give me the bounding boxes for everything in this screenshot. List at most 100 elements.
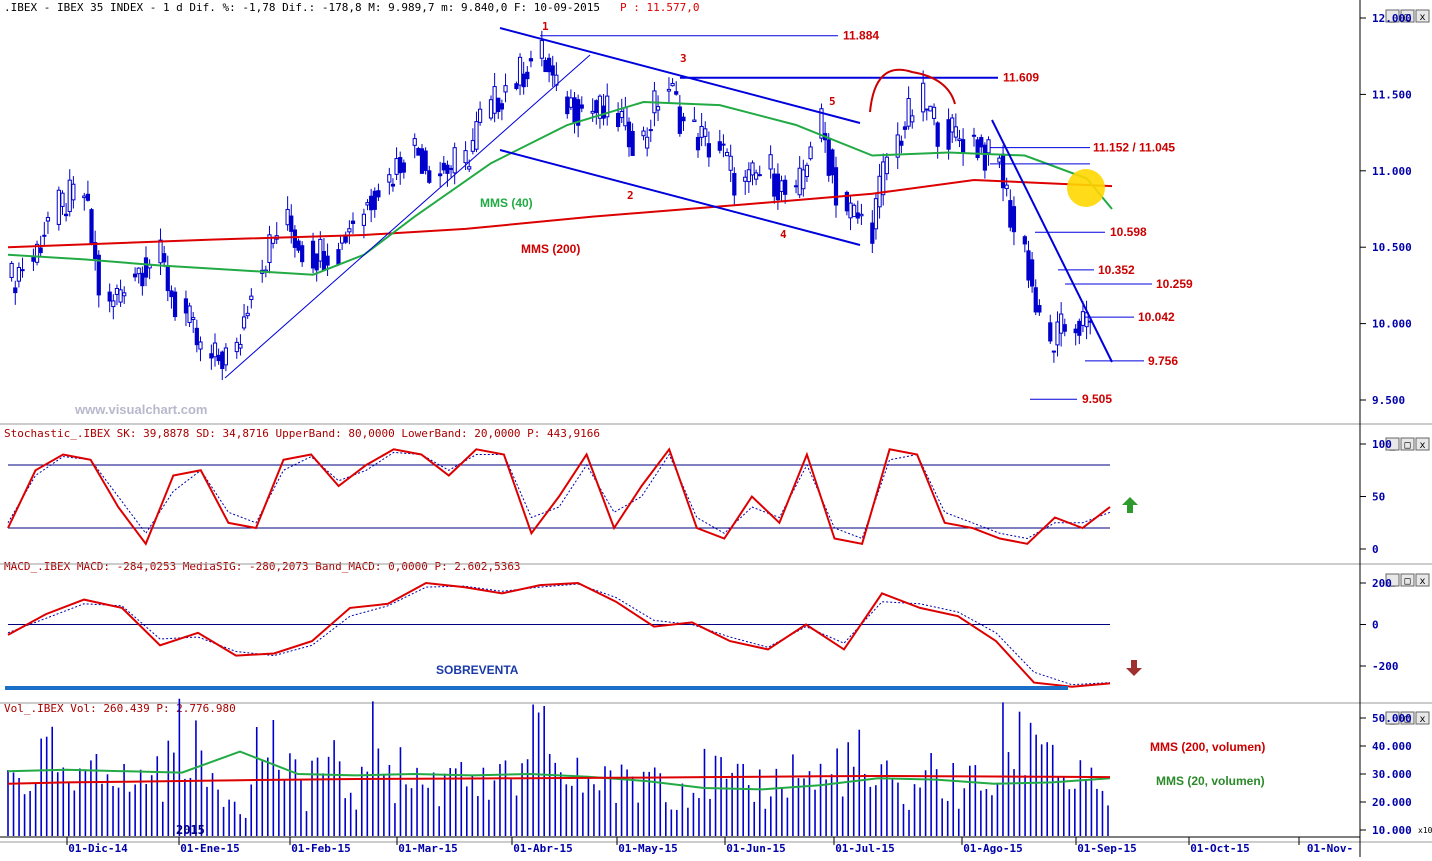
candle-body <box>96 254 101 296</box>
candle-body <box>910 115 915 123</box>
candle-body <box>517 56 523 86</box>
candle-body <box>525 71 530 80</box>
window-button <box>1400 711 1415 725</box>
candle-body <box>64 213 69 217</box>
x-tick-label: 01-Jun-15 <box>726 842 786 855</box>
x-tick-label: 01-Oct-15 <box>1190 842 1250 855</box>
x-tick-label: 01-May-15 <box>618 842 678 855</box>
macd-tick-label: 200 <box>1372 577 1392 590</box>
window-button <box>1400 437 1415 451</box>
candle-body <box>85 193 90 201</box>
mms40-line <box>7 100 1113 276</box>
wave-label: 5 <box>829 95 836 108</box>
candle-body <box>369 195 374 211</box>
stoch-sk-line <box>7 447 1111 546</box>
candle-body <box>183 298 189 314</box>
candle-body <box>706 143 711 158</box>
candle-body <box>935 122 940 147</box>
candle-body <box>1030 259 1035 287</box>
candle-body <box>249 295 254 300</box>
stoch-tick-label: 50 <box>1372 491 1385 504</box>
candle-body <box>670 82 675 87</box>
candle-body <box>478 108 483 123</box>
watermark: www.visualchart.com <box>74 402 207 417</box>
candle-body <box>463 150 468 164</box>
candle-body <box>1033 287 1038 313</box>
candle-body <box>143 257 149 278</box>
candle-body <box>82 195 87 199</box>
price-tick-label: 11.500 <box>1372 88 1412 101</box>
candle-body <box>579 104 584 109</box>
candle-body <box>565 96 570 115</box>
window-button-label: _ <box>1390 576 1397 587</box>
candle-body <box>503 85 508 93</box>
candle-body <box>467 166 472 170</box>
candle-body <box>833 167 839 206</box>
candle-body <box>20 269 25 272</box>
candle-body <box>387 174 392 183</box>
window-button-label: □ <box>1405 12 1411 23</box>
candle-body <box>140 272 145 287</box>
candle-body <box>623 107 628 127</box>
candle-body <box>732 172 737 196</box>
window-button-label: x <box>1420 576 1426 587</box>
candle-body <box>427 170 432 183</box>
channel-upper-line <box>499 27 861 124</box>
candle-body <box>31 256 36 262</box>
vol-tick-label: 40.000 <box>1372 740 1412 753</box>
candle-body <box>296 240 301 251</box>
candle-body <box>34 243 40 263</box>
candle-body <box>801 169 806 190</box>
candle-body <box>347 228 352 233</box>
candle-body <box>474 121 479 150</box>
level-label: 10.042 <box>1138 310 1175 324</box>
candle-body <box>412 138 417 146</box>
stoch-tick-label: 0 <box>1372 543 1379 556</box>
candle-body <box>1048 322 1053 342</box>
candle-body <box>198 341 203 350</box>
window-button-label: x <box>1420 714 1426 725</box>
candle-body <box>321 250 327 270</box>
candle-body <box>873 198 879 230</box>
candle-body <box>45 217 51 222</box>
candle-body <box>470 140 475 152</box>
macd-tick-label: -200 <box>1372 660 1399 673</box>
candle-body <box>881 161 886 196</box>
candle-body <box>797 167 802 196</box>
candle-body <box>768 154 773 170</box>
candle-body <box>165 265 170 292</box>
candle-body <box>754 172 759 180</box>
window-button-label: x <box>1420 12 1426 23</box>
window-button-label: x <box>1420 440 1426 451</box>
candle-body <box>626 121 632 148</box>
candle-body <box>336 249 341 265</box>
x-tick-label: 01-Jul-15 <box>835 842 895 855</box>
vol-tick-label: 50.000 <box>1372 712 1412 725</box>
mms40-label: MMS (40) <box>480 196 533 210</box>
candle-body <box>931 106 937 119</box>
candle-body <box>441 162 446 171</box>
volume-panel: MMS (200, volumen) MMS (20, volumen) 2015 <box>7 698 1265 837</box>
macd-panel: SOBREVENTA <box>5 581 1142 690</box>
candle-body <box>1051 350 1056 353</box>
x-tick-label: 01-Feb-15 <box>291 842 351 855</box>
wave-label: 2 <box>627 189 634 202</box>
candle-body <box>223 347 228 366</box>
window-button <box>1400 573 1415 587</box>
candle-body <box>245 312 250 317</box>
candle-body <box>340 235 345 244</box>
candle-body <box>986 139 991 154</box>
candle-body <box>133 273 138 278</box>
candle-body <box>9 262 14 278</box>
candle-body <box>209 353 214 359</box>
vol-tick-label: 10.000 <box>1372 824 1412 837</box>
vol-scale-note: x10 <box>1418 826 1432 835</box>
candle-body <box>71 183 76 201</box>
mms200-label: MMS (200) <box>521 242 580 256</box>
vol-mms20-line <box>7 750 1111 791</box>
candle-body <box>899 140 904 146</box>
candle-body <box>630 130 635 156</box>
candle-body <box>492 86 497 114</box>
x-tick-label: 01-Nov- <box>1307 842 1353 855</box>
